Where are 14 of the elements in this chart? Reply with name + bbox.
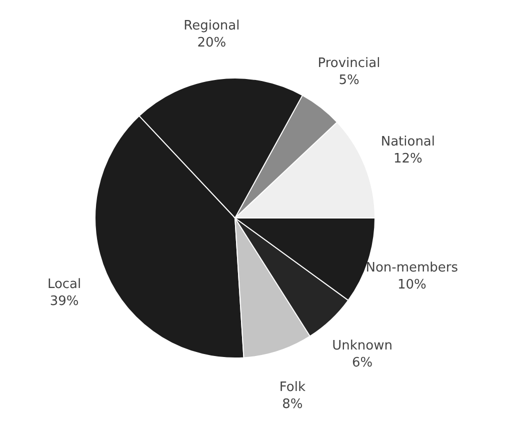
slice-label: Local bbox=[47, 276, 82, 292]
data-label: 5% bbox=[338, 73, 360, 88]
data-label: 6% bbox=[352, 356, 373, 371]
slice-label: Unknown bbox=[332, 338, 393, 354]
slice-label: Provincial bbox=[318, 56, 380, 72]
slice-label: Folk bbox=[279, 380, 306, 395]
data-label: 12% bbox=[393, 152, 422, 167]
data-label: 8% bbox=[282, 396, 303, 412]
data-label: 20% bbox=[197, 35, 226, 50]
slice-label: Non-members bbox=[366, 260, 458, 276]
data-label: 10% bbox=[397, 277, 426, 292]
slice-label: Regional bbox=[184, 18, 240, 34]
slice-label: National bbox=[380, 134, 436, 150]
data-label: 39% bbox=[50, 294, 79, 309]
